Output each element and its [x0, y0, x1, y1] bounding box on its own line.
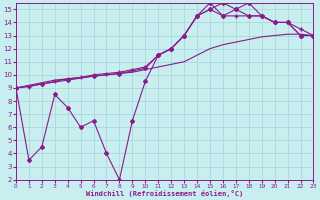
X-axis label: Windchill (Refroidissement éolien,°C): Windchill (Refroidissement éolien,°C)	[86, 190, 243, 197]
